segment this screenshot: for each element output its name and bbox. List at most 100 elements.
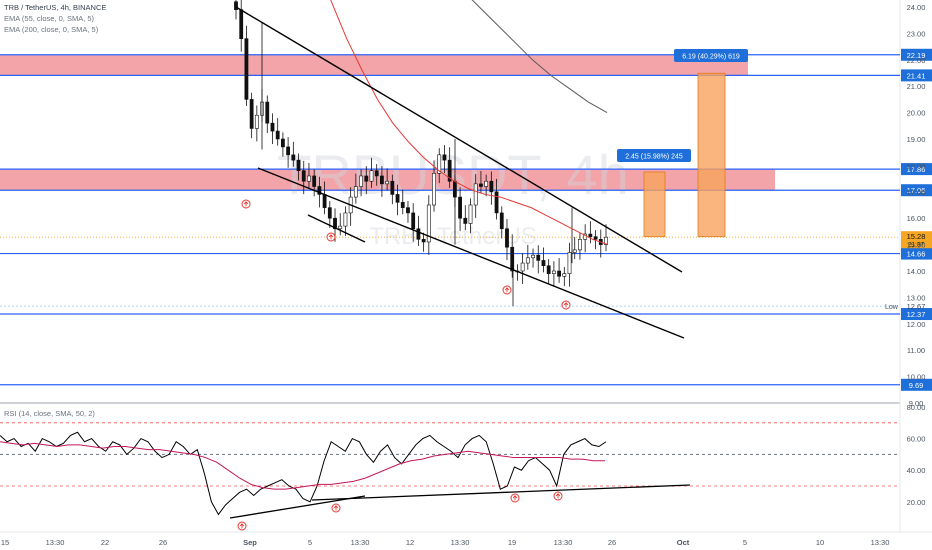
candle-up [432,173,436,206]
candle-down [390,180,395,195]
candle-down [275,130,280,140]
level-tag [901,69,932,82]
level-tag [901,308,932,321]
horizontal-levels [0,54,900,386]
candle-down [281,138,285,148]
current-price-tag [901,231,932,249]
rsi-ma-line [0,441,605,490]
candle-up [525,257,530,264]
current-price-value: 15.28 [907,232,926,241]
time-tick-label: 10 [816,538,824,547]
candle-down [536,254,541,261]
candle-down [541,260,546,267]
target-boxes: 2.45 (15.98%) 245 6.19 (40.29%) 619 [617,49,748,238]
price-tick-label: 21.00 [907,82,926,91]
candle-down [234,1,238,10]
target-box [697,72,726,238]
price-tick-label: 15.00 [907,241,926,250]
legend-ema55: EMA (55, close, 0, SMA, 5) [4,14,95,23]
candle-up [578,239,582,251]
time-tick-label: 22 [101,538,109,547]
candle-down [286,146,291,156]
level-tag-label: 9.69 [909,381,924,390]
rsi-tick-label: 80.00 [907,403,926,412]
candle-up [484,180,489,187]
candle-down [380,175,384,185]
candle-down [374,170,379,177]
level-tag [901,247,932,260]
time-tick-label: 13:30 [871,538,890,547]
time-tick-label: 13:30 [554,538,573,547]
target-label-bg [617,149,691,162]
price-tick-label: 22.00 [907,56,926,65]
candle-up [338,225,343,230]
candle-down [442,154,447,161]
candle-down [244,38,249,100]
price-tick-label: 12.00 [907,320,926,329]
legend-rsi: RSI (14, close, SMA, 50, 2) [4,409,95,418]
candle-down [291,154,296,161]
legend-title: TRB / TetherUS, 4h, BINANCE [4,3,107,12]
price-tick-label: 16.00 [907,214,926,223]
candle-down [505,228,509,248]
candle-down [447,159,452,182]
level-tag-label: 21.41 [907,71,926,80]
up-arrow-glyph [328,234,334,240]
level-tag-label: 22.19 [907,51,926,60]
trendline [307,214,366,243]
candle-down [333,217,337,230]
candle-up [572,249,577,253]
candle-up [468,204,473,224]
ema-lines [330,0,609,246]
candle-down [301,170,306,182]
candle-up [343,212,348,227]
time-tick-label: 13:30 [451,538,470,547]
candle-down [400,202,405,208]
up-arrow-glyph [504,287,510,293]
candle-down [296,159,301,171]
level-tag [901,184,932,197]
candle-down [327,207,332,219]
time-tick-label: 19 [508,538,516,547]
price-tick-label: 13.00 [907,293,926,302]
target-label: 2.45 (15.98%) 245 [625,154,683,161]
price-tick-label: 19.00 [907,135,926,144]
trendline [235,6,683,273]
candle-down [411,212,416,230]
low-label: Low [885,304,899,311]
time-tick-label: Oct [677,538,690,547]
candle-down [557,270,561,277]
time-tick-label: 26 [608,538,616,547]
candle-up [359,175,363,187]
time-tick-label: 13:30 [351,538,370,547]
candle-up [369,170,374,182]
candle-down [322,194,327,208]
candle-down [265,101,270,124]
up-arrow-glyph [555,493,561,499]
trendline [257,167,685,339]
candle-down [510,246,515,272]
level-tag-label: 14.66 [907,250,926,259]
rsi-tick-label: 60.00 [907,435,926,444]
time-axis: 15 13:30 22 26 Sep 5 13:30 12 13:30 19 13:30 26 Oct 5… [1,538,890,547]
time-tick-label: 13:30 [46,538,65,547]
rsi-pane [0,422,900,519]
candle-up [531,254,535,259]
candle-up [307,175,311,182]
candle-down [406,207,410,214]
candle-down [239,9,244,39]
candle-up [473,183,478,206]
price-tick-label: 14.00 [907,267,926,276]
candle-down [458,196,462,219]
price-tick-label: 18.00 [907,161,926,170]
price-axis: 22.19 21.41 17.86 17.06 14.66 12.37 9.69 Low 12.… [885,3,932,507]
price-tick-label: 10.00 [907,373,926,382]
candle-down [317,186,322,195]
candle-up [520,262,525,272]
candle-down [364,175,369,182]
up-arrow-glyph [239,523,245,529]
level-tag [901,48,932,61]
candle-down [593,236,598,240]
target-label-bg [674,49,748,62]
